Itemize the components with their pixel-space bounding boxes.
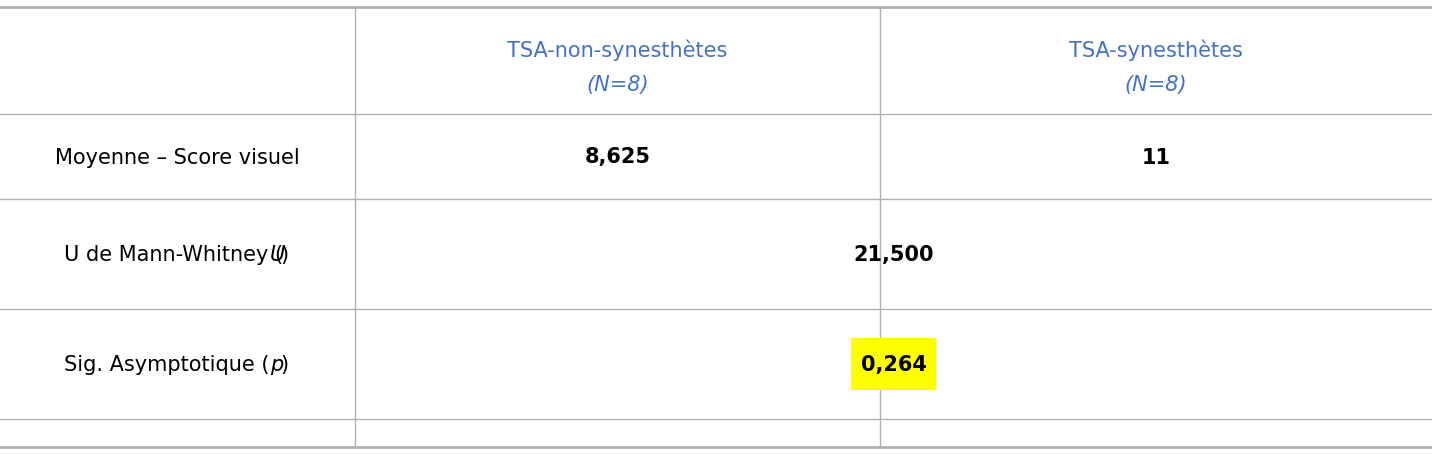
Text: ): ) [281, 244, 288, 264]
Text: ): ) [281, 354, 288, 374]
Text: TSA-synesthètes: TSA-synesthètes [1070, 39, 1243, 61]
Text: TSA-non-synesthètes: TSA-non-synesthètes [507, 39, 727, 61]
Text: 21,500: 21,500 [853, 244, 934, 264]
Text: U: U [269, 244, 285, 264]
Text: Sig. Asymptotique (: Sig. Asymptotique ( [64, 354, 269, 374]
Text: (N=8): (N=8) [586, 75, 649, 95]
Text: Moyenne – Score visuel: Moyenne – Score visuel [54, 147, 299, 167]
Text: 11: 11 [1141, 147, 1170, 167]
Text: 8,625: 8,625 [584, 147, 650, 167]
Text: p: p [269, 354, 284, 374]
Bar [851, 338, 937, 390]
Text: 0,264: 0,264 [861, 354, 927, 374]
Text: (N=8): (N=8) [1124, 75, 1187, 95]
Text: U de Mann-Whitney (: U de Mann-Whitney ( [64, 244, 284, 264]
